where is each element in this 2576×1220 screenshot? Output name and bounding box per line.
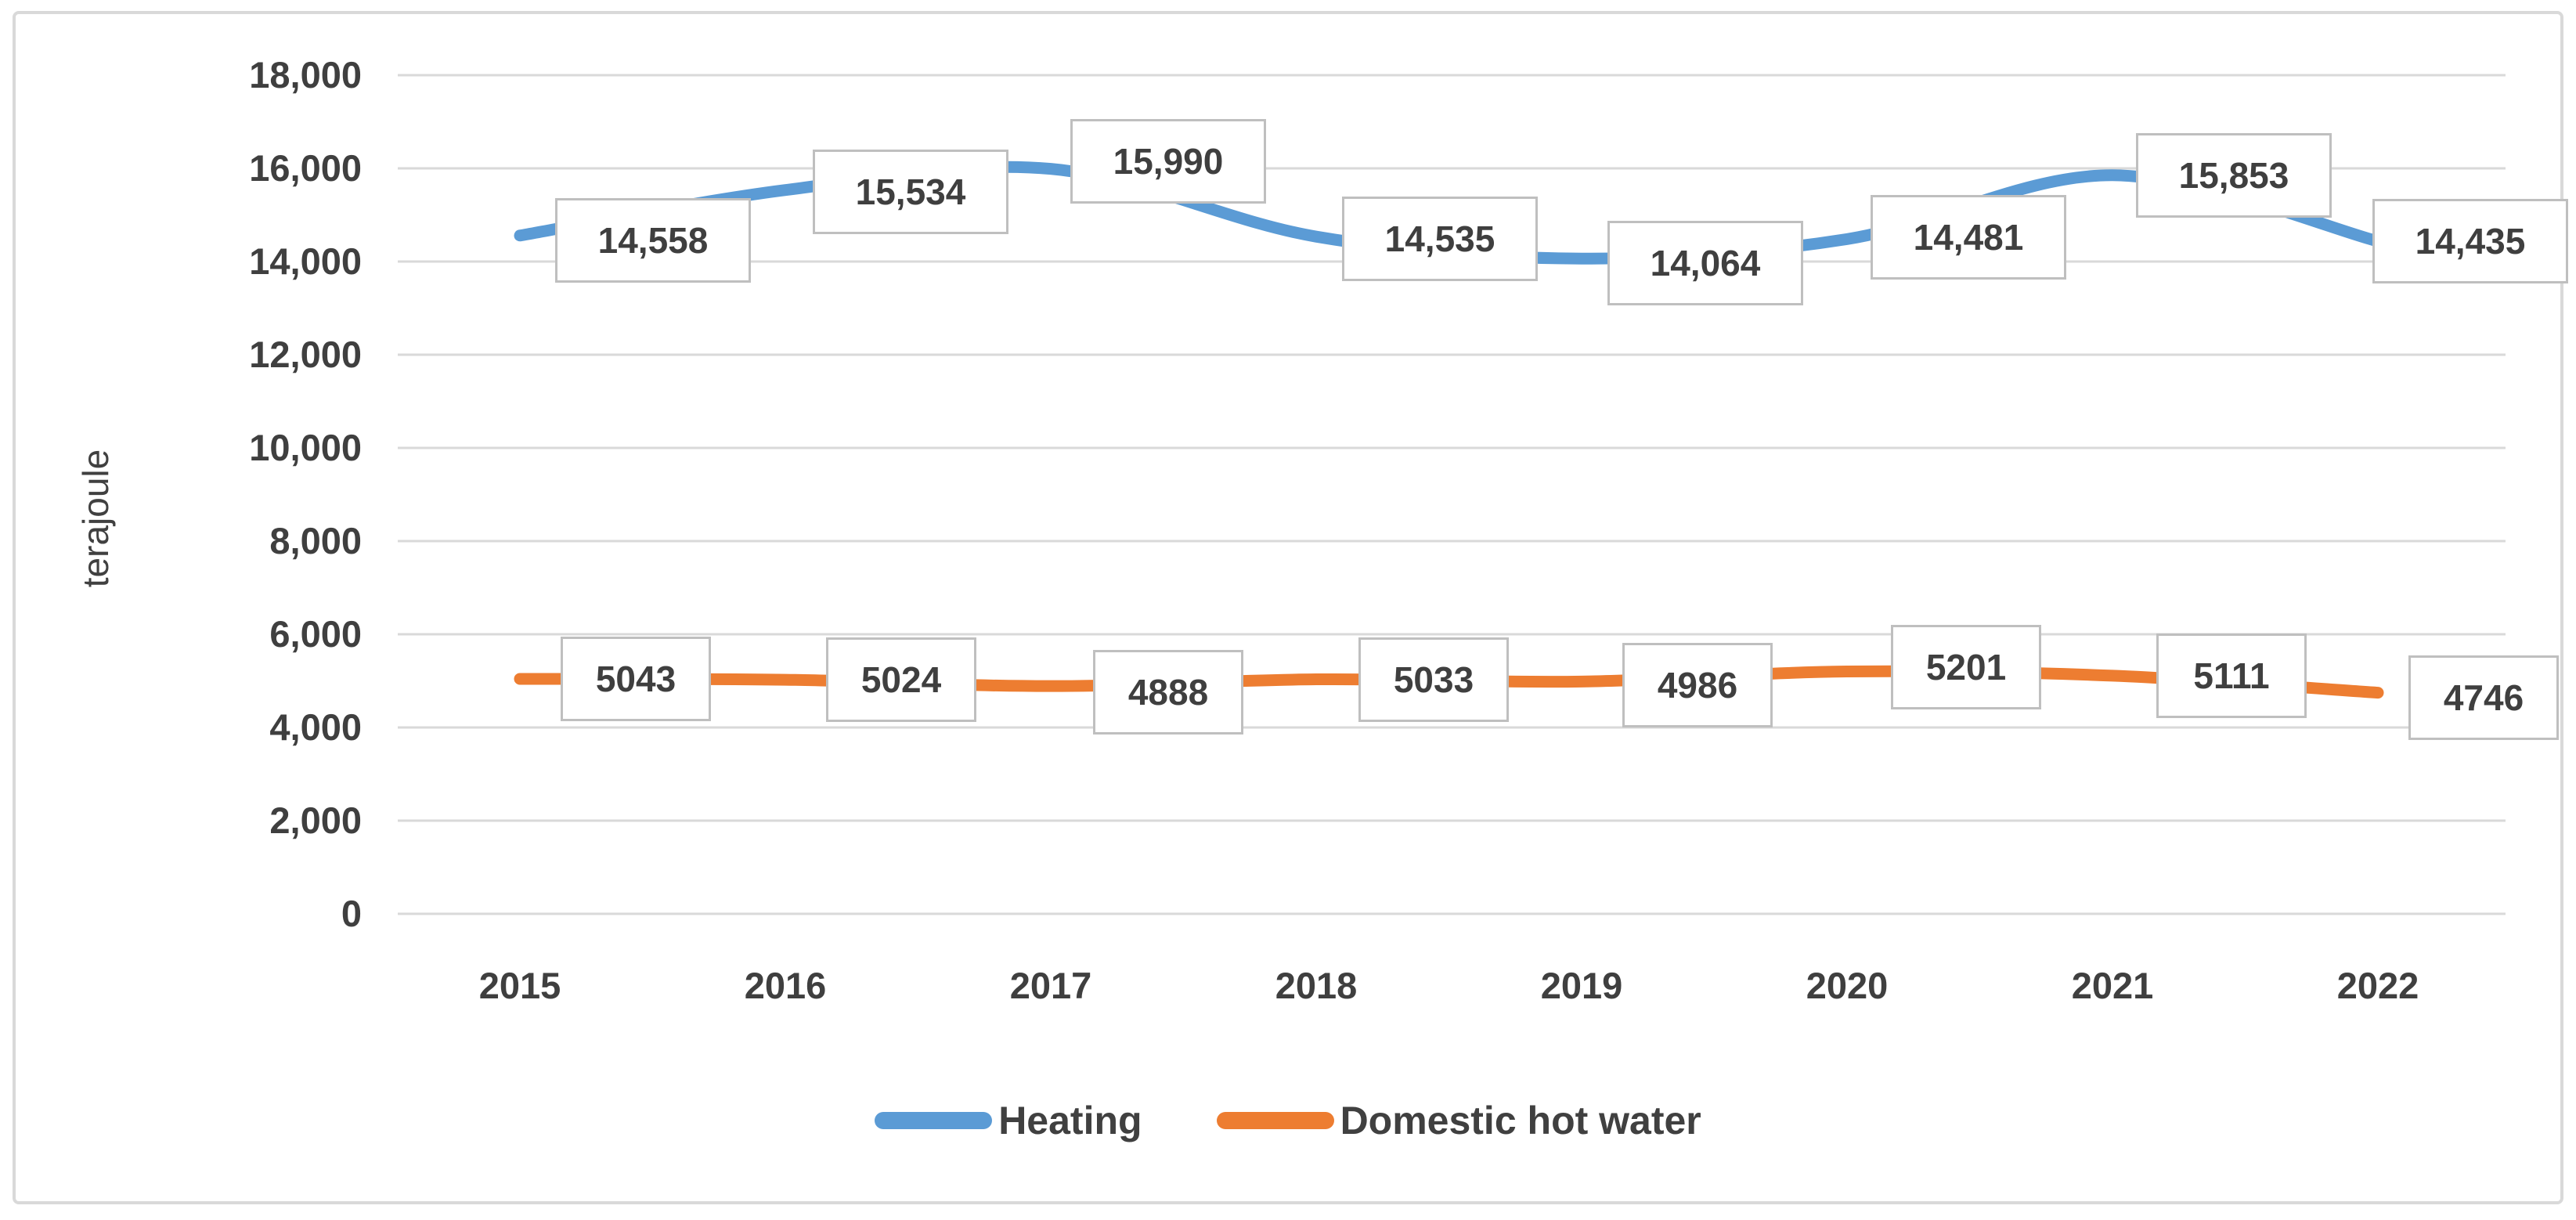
chart-border bbox=[13, 11, 2563, 1204]
x-tick-label: 2017 bbox=[1009, 965, 1092, 1006]
y-tick-label: 18,000 bbox=[249, 54, 362, 96]
data-label-heating: 14,435 bbox=[2372, 199, 2568, 284]
y-tick-label: 16,000 bbox=[249, 147, 362, 189]
x-tick-label: 2018 bbox=[1275, 965, 1358, 1006]
heating-line-swatch-icon bbox=[875, 1112, 993, 1129]
data-label-domestic-hot-water: 5033 bbox=[1358, 637, 1509, 722]
y-tick-label: 12,000 bbox=[249, 334, 362, 375]
data-label-heating: 15,534 bbox=[813, 149, 1008, 234]
x-tick-label: 2015 bbox=[478, 965, 561, 1006]
data-label-heating: 14,481 bbox=[1871, 195, 2066, 280]
data-label-domestic-hot-water: 5201 bbox=[1891, 624, 2041, 709]
x-tick-label: 2016 bbox=[744, 965, 827, 1006]
data-label-heating: 14,558 bbox=[555, 197, 751, 283]
data-label-heating: 15,990 bbox=[1070, 118, 1266, 204]
y-tick-label: 8,000 bbox=[269, 520, 362, 561]
y-tick-label: 6,000 bbox=[269, 613, 362, 655]
legend: Heating Domestic hot water bbox=[0, 1085, 2576, 1156]
domestic-hot-water-line-swatch-icon bbox=[1216, 1112, 1334, 1129]
data-label-heating: 14,064 bbox=[1607, 221, 1803, 306]
data-label-domestic-hot-water: 5024 bbox=[826, 637, 976, 723]
legend-item-domestic-hot-water: Domestic hot water bbox=[1216, 1098, 1701, 1143]
legend-label-domestic-hot-water: Domestic hot water bbox=[1340, 1099, 1701, 1142]
y-tick-label: 0 bbox=[341, 893, 362, 934]
x-tick-label: 2020 bbox=[1806, 965, 1889, 1006]
data-label-domestic-hot-water: 4986 bbox=[1622, 643, 1773, 728]
data-label-heating: 14,535 bbox=[1342, 197, 1538, 282]
x-tick-label: 2022 bbox=[2336, 965, 2419, 1006]
x-tick-label: 2021 bbox=[2071, 965, 2154, 1006]
legend-label-heating: Heating bbox=[998, 1099, 1142, 1142]
data-label-domestic-hot-water: 4888 bbox=[1093, 650, 1243, 735]
y-tick-label: 14,000 bbox=[249, 240, 362, 282]
y-tick-label: 2,000 bbox=[269, 799, 362, 841]
y-tick-label: 10,000 bbox=[249, 427, 362, 468]
y-axis-title: terajoule bbox=[75, 449, 116, 588]
data-label-domestic-hot-water: 5111 bbox=[2156, 633, 2307, 718]
y-tick-label: 4,000 bbox=[269, 706, 362, 748]
data-label-heating: 15,853 bbox=[2136, 132, 2332, 218]
x-tick-label: 2019 bbox=[1540, 965, 1623, 1006]
data-label-domestic-hot-water: 4746 bbox=[2408, 655, 2559, 740]
data-label-domestic-hot-water: 5043 bbox=[561, 636, 711, 721]
legend-item-heating: Heating bbox=[875, 1098, 1142, 1143]
